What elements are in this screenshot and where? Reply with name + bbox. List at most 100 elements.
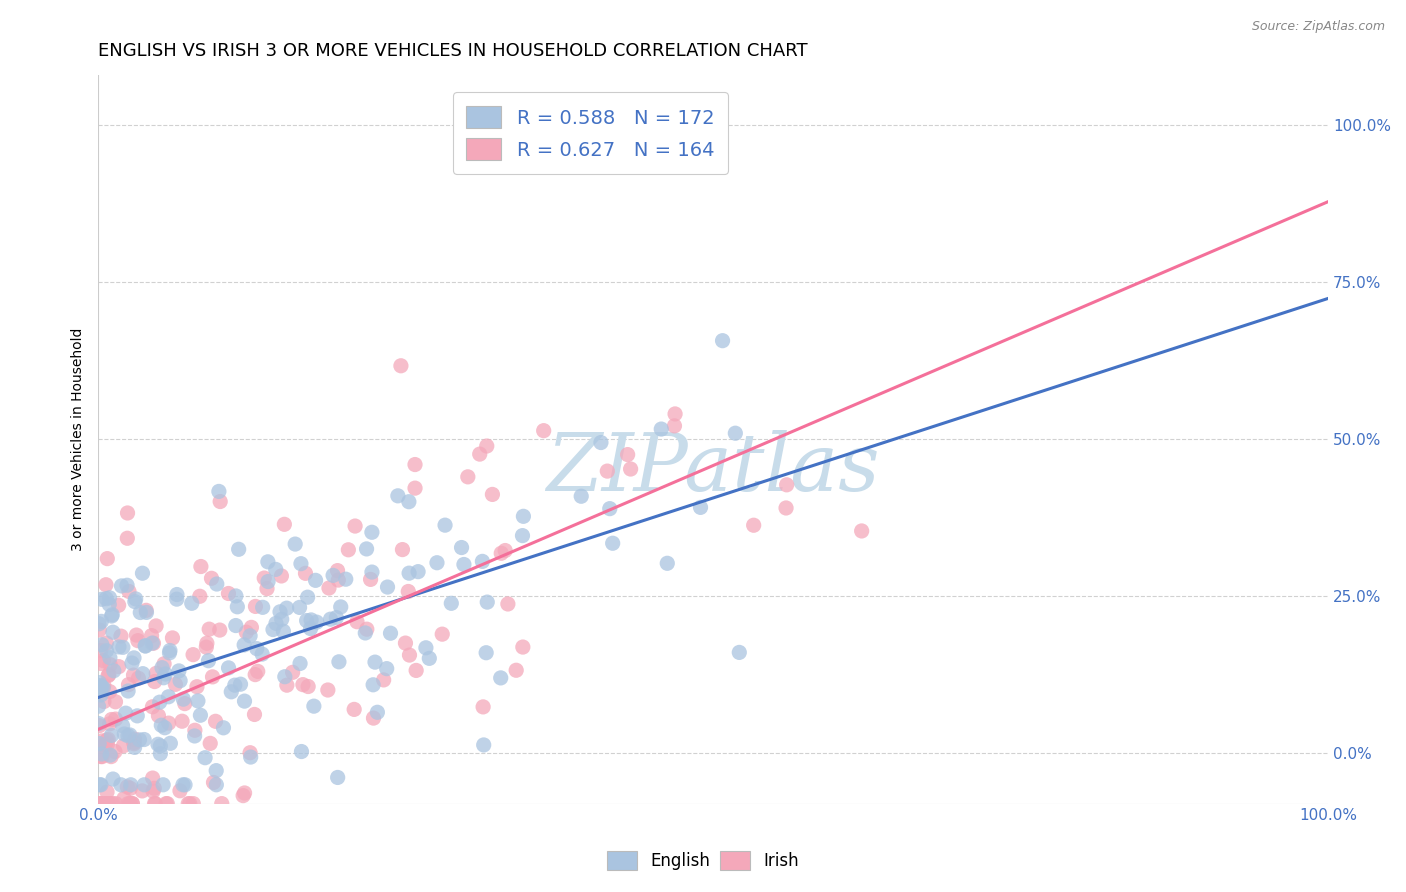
- Point: [290, 557, 312, 571]
- Point: [89, 737, 111, 751]
- Point: [415, 640, 437, 655]
- Point: [851, 524, 873, 538]
- Point: [149, 695, 172, 709]
- Point: [100, 728, 122, 742]
- Point: [169, 784, 191, 798]
- Point: [117, 506, 139, 520]
- Point: [120, 781, 142, 796]
- Point: [209, 494, 232, 508]
- Point: [89, 778, 111, 792]
- Point: [243, 707, 266, 722]
- Point: [156, 797, 179, 811]
- Legend: R = 0.588   N = 172, R = 0.627   N = 164: R = 0.588 N = 172, R = 0.627 N = 164: [453, 92, 728, 174]
- Point: [273, 624, 295, 639]
- Point: [98, 716, 121, 731]
- Point: [159, 736, 181, 750]
- Point: [335, 572, 357, 586]
- Point: [200, 736, 222, 750]
- Point: [90, 657, 112, 671]
- Point: [290, 745, 312, 759]
- Point: [294, 566, 316, 581]
- Point: [91, 797, 114, 811]
- Point: [281, 665, 304, 680]
- Point: [212, 721, 235, 735]
- Point: [89, 719, 111, 733]
- Point: [142, 771, 165, 785]
- Point: [90, 592, 112, 607]
- Point: [90, 778, 112, 792]
- Point: [166, 588, 188, 602]
- Point: [664, 418, 686, 433]
- Point: [329, 599, 352, 614]
- Point: [233, 786, 256, 800]
- Point: [166, 592, 188, 607]
- Point: [155, 667, 177, 681]
- Point: [104, 712, 127, 726]
- Point: [153, 721, 176, 735]
- Point: [108, 640, 131, 654]
- Point: [302, 699, 325, 714]
- Point: [233, 694, 256, 708]
- Point: [373, 673, 395, 687]
- Point: [344, 519, 367, 533]
- Point: [252, 600, 274, 615]
- Point: [325, 610, 347, 624]
- Point: [135, 606, 157, 620]
- Point: [299, 622, 322, 636]
- Point: [93, 694, 115, 708]
- Point: [181, 648, 204, 662]
- Point: [94, 578, 117, 592]
- Point: [104, 695, 127, 709]
- Point: [97, 667, 120, 681]
- Point: [257, 555, 280, 569]
- Point: [328, 573, 350, 587]
- Point: [602, 536, 624, 550]
- Point: [650, 422, 672, 436]
- Point: [141, 699, 163, 714]
- Point: [94, 738, 117, 752]
- Point: [169, 673, 191, 688]
- Point: [177, 797, 200, 811]
- Point: [434, 518, 457, 533]
- Point: [218, 661, 240, 675]
- Point: [87, 797, 110, 811]
- Point: [305, 615, 328, 629]
- Point: [468, 447, 491, 461]
- Point: [132, 732, 155, 747]
- Point: [775, 500, 797, 515]
- Point: [481, 487, 503, 501]
- Point: [322, 568, 344, 582]
- Point: [219, 685, 242, 699]
- Point: [187, 694, 209, 708]
- Point: [250, 647, 273, 661]
- Point: [596, 464, 619, 478]
- Point: [387, 489, 409, 503]
- Point: [143, 674, 166, 689]
- Point: [291, 678, 314, 692]
- Point: [89, 797, 111, 811]
- Point: [96, 737, 118, 751]
- Point: [170, 714, 193, 729]
- Point: [208, 484, 231, 499]
- Point: [124, 591, 146, 606]
- Point: [107, 659, 129, 673]
- Point: [228, 542, 250, 557]
- Point: [96, 785, 118, 799]
- Point: [142, 636, 165, 650]
- Point: [264, 562, 287, 576]
- Point: [97, 797, 120, 811]
- Point: [98, 650, 121, 665]
- Point: [742, 518, 765, 533]
- Point: [120, 778, 142, 792]
- Point: [117, 797, 139, 811]
- Text: Source: ZipAtlas.com: Source: ZipAtlas.com: [1251, 20, 1385, 33]
- Point: [167, 664, 190, 678]
- Point: [90, 681, 112, 695]
- Point: [87, 699, 110, 714]
- Point: [512, 640, 534, 654]
- Point: [217, 586, 239, 600]
- Point: [91, 681, 114, 695]
- Point: [225, 589, 247, 603]
- Point: [318, 581, 340, 595]
- Point: [134, 639, 156, 653]
